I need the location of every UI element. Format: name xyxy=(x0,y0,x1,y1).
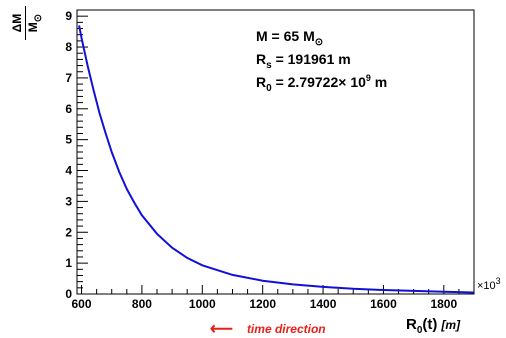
y-axis-ticks xyxy=(77,9,88,295)
annotation-rs: Rs = 191961 m xyxy=(256,51,351,71)
annotation-mass: M = 65 M⊙ xyxy=(256,28,324,48)
y-axis-label: ΔM M⊙ xyxy=(10,6,44,40)
series-line xyxy=(78,25,475,294)
y-tick-label: 4 xyxy=(65,164,72,178)
x-tick-label: 1400 xyxy=(310,297,337,311)
y-tick-label: 8 xyxy=(65,40,72,54)
y-label-numerator: ΔM xyxy=(10,6,26,40)
x-tick-label: 1600 xyxy=(370,297,397,311)
y-label-denominator: M⊙ xyxy=(26,13,44,33)
time-direction-label: ⟵ time direction xyxy=(210,321,326,338)
y-axis-tick-labels: 0 1 2 3 4 5 6 7 8 9 xyxy=(65,9,72,301)
x-axis-ticks xyxy=(81,285,475,294)
y-tick-label: 5 xyxy=(65,133,72,147)
x-tick-label: 600 xyxy=(72,297,92,311)
y-tick-label: 7 xyxy=(65,71,72,85)
x-tick-label: 1000 xyxy=(189,297,216,311)
x-tick-label: 1800 xyxy=(430,297,457,311)
x-axis-tick-labels: 600 800 1000 1200 1400 1600 1800 xyxy=(72,297,458,311)
x-axis-label: R0(t) [m] xyxy=(406,316,461,336)
x-tick-label: 1200 xyxy=(249,297,276,311)
y-tick-label: 9 xyxy=(65,9,72,23)
y-tick-label: 1 xyxy=(65,256,72,270)
left-arrow-icon: ⟵ xyxy=(210,321,233,338)
y-tick-label: 2 xyxy=(65,225,72,239)
x-axis-multiplier: ×103 xyxy=(477,276,501,292)
y-tick-label: 3 xyxy=(65,194,72,208)
annotation-block: M = 65 M⊙ Rs = 191961 m R0 = 2.79722× 10… xyxy=(256,26,387,95)
annotation-r0: R0 = 2.79722× 109 m xyxy=(256,73,388,94)
y-tick-label: 6 xyxy=(65,102,72,116)
y-tick-label: 0 xyxy=(65,287,72,301)
x-tick-label: 800 xyxy=(132,297,152,311)
